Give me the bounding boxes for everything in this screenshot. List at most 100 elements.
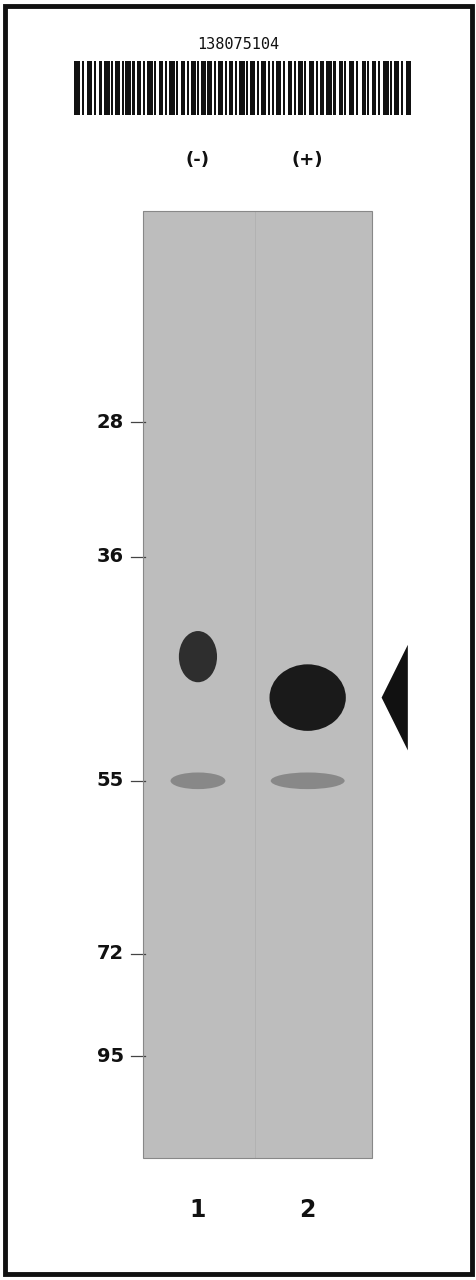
Bar — [165, 61, 167, 115]
Bar — [143, 694, 371, 704]
Bar — [256, 61, 258, 115]
Bar — [361, 61, 365, 115]
Bar — [213, 61, 216, 115]
Bar — [143, 381, 371, 392]
Bar — [169, 61, 175, 115]
Bar — [143, 978, 371, 988]
Bar — [234, 61, 237, 115]
Bar — [319, 61, 324, 115]
Bar — [143, 315, 371, 325]
Bar — [143, 259, 371, 268]
Bar — [143, 448, 371, 457]
Bar — [143, 732, 371, 741]
Bar — [143, 344, 371, 353]
Bar — [197, 61, 199, 115]
Bar — [261, 61, 266, 115]
Bar — [132, 61, 134, 115]
Bar — [143, 392, 371, 401]
Bar — [143, 1064, 371, 1073]
Bar — [143, 1120, 371, 1130]
Bar — [143, 913, 371, 922]
Bar — [143, 893, 371, 902]
Bar — [143, 969, 371, 978]
Bar — [115, 61, 119, 115]
Bar — [143, 922, 371, 931]
Bar — [394, 61, 398, 115]
Bar — [143, 941, 371, 950]
Bar — [143, 1025, 371, 1036]
Bar — [143, 827, 371, 836]
Bar — [143, 486, 371, 495]
Bar — [143, 457, 371, 467]
Bar — [143, 988, 371, 997]
Ellipse shape — [178, 631, 217, 682]
Bar — [282, 61, 285, 115]
Bar — [104, 61, 109, 115]
Bar — [303, 61, 306, 115]
Bar — [143, 278, 371, 287]
Bar — [143, 1016, 371, 1025]
Bar — [275, 61, 281, 115]
Bar — [143, 268, 371, 278]
Ellipse shape — [170, 772, 225, 788]
Bar — [154, 61, 156, 115]
Bar — [143, 799, 371, 808]
Bar — [143, 1149, 371, 1158]
Bar — [143, 230, 371, 239]
Polygon shape — [381, 645, 407, 750]
Bar — [143, 1007, 371, 1016]
Bar — [143, 410, 371, 420]
Bar — [326, 61, 331, 115]
Bar — [143, 325, 371, 334]
Text: 55: 55 — [97, 772, 124, 790]
Bar — [74, 61, 79, 115]
Bar — [143, 1044, 371, 1055]
Bar — [143, 741, 371, 751]
Ellipse shape — [269, 664, 345, 731]
Bar — [143, 429, 371, 439]
Text: 1: 1 — [189, 1198, 206, 1221]
Bar — [143, 883, 371, 893]
Bar — [94, 61, 96, 115]
Bar — [143, 865, 371, 874]
Bar — [143, 751, 371, 760]
Bar — [271, 61, 274, 115]
Bar — [187, 61, 189, 115]
Bar — [250, 61, 254, 115]
Bar — [143, 1102, 371, 1111]
Bar — [206, 61, 212, 115]
Text: 138075104: 138075104 — [197, 37, 279, 52]
Bar — [367, 61, 368, 115]
Bar — [143, 1036, 371, 1044]
Bar — [143, 1111, 371, 1120]
Text: (+): (+) — [291, 151, 323, 169]
Bar — [315, 61, 317, 115]
Bar — [159, 61, 163, 115]
Bar — [143, 534, 371, 543]
Bar — [143, 836, 371, 846]
Bar — [348, 61, 354, 115]
Bar — [143, 239, 371, 250]
Bar — [143, 372, 371, 381]
Bar — [99, 61, 102, 115]
Bar — [371, 61, 376, 115]
Bar — [143, 1139, 371, 1149]
Bar — [147, 61, 152, 115]
Bar — [143, 846, 371, 855]
Bar — [143, 562, 371, 571]
Bar — [143, 931, 371, 941]
Bar — [143, 788, 371, 799]
Bar — [382, 61, 388, 115]
Bar — [143, 637, 371, 646]
Bar — [110, 61, 113, 115]
Bar — [143, 220, 371, 230]
Bar — [143, 599, 371, 609]
Bar — [143, 950, 371, 960]
Bar — [143, 646, 371, 657]
Bar — [143, 818, 371, 827]
Bar — [355, 61, 357, 115]
Bar — [143, 420, 371, 429]
Bar — [87, 61, 92, 115]
Bar — [143, 515, 371, 524]
Bar — [344, 61, 346, 115]
